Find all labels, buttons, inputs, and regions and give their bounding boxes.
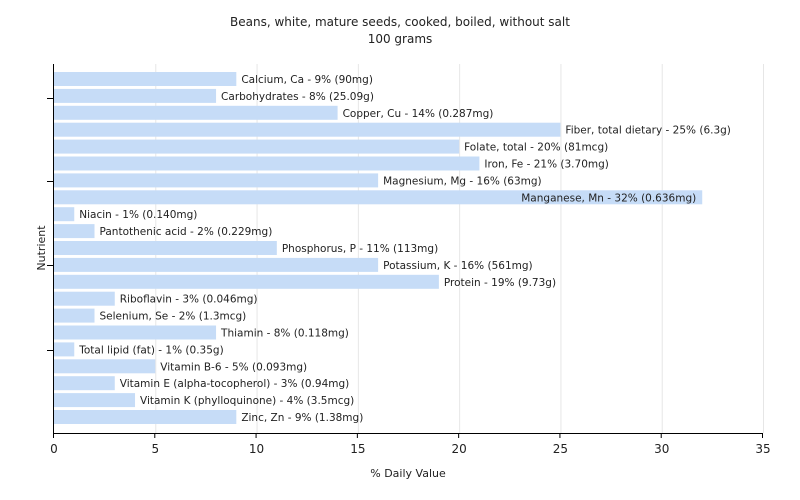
- bar-label: Vitamin K (phylloquinone) - 4% (3.5mcg): [140, 395, 354, 407]
- x-tick-label: 35: [755, 442, 770, 456]
- bar-label: Manganese, Mn - 32% (0.636mg): [521, 192, 696, 204]
- bar-label: Vitamin B-6 - 5% (0.093mg): [160, 361, 307, 373]
- bar-label: Copper, Cu - 14% (0.287mg): [343, 108, 494, 120]
- bar-label: Thiamin - 8% (0.118mg): [220, 328, 349, 340]
- chart-title: Beans, white, mature seeds, cooked, boil…: [230, 15, 570, 29]
- bar-label: Protein - 19% (9.73g): [444, 277, 556, 289]
- bar: [54, 156, 480, 171]
- bar: [54, 207, 75, 222]
- bar: [54, 342, 75, 357]
- bar: [54, 105, 338, 120]
- x-tick-label: 30: [654, 442, 669, 456]
- x-tick-label: 0: [50, 442, 58, 456]
- bar: [54, 88, 217, 103]
- bar-label: Potassium, K - 16% (561mg): [383, 260, 533, 272]
- x-tick-label: 20: [452, 442, 467, 456]
- x-axis-title: % Daily Value: [370, 467, 446, 480]
- x-tick-label: 25: [553, 442, 568, 456]
- bar: [54, 308, 95, 323]
- bar: [54, 274, 439, 289]
- bar: [54, 359, 156, 374]
- bar: [54, 173, 379, 188]
- bar: [54, 190, 703, 205]
- bar-label: Riboflavin - 3% (0.046mg): [120, 294, 258, 306]
- bar-label: Vitamin E (alpha-tocopherol) - 3% (0.94m…: [120, 378, 350, 390]
- chart-subtitle: 100 grams: [367, 32, 433, 46]
- bar: [54, 257, 379, 272]
- bar-label: Magnesium, Mg - 16% (63mg): [383, 175, 542, 187]
- bar-label: Zinc, Zn - 9% (1.38mg): [241, 412, 363, 424]
- x-tick-label: 5: [151, 442, 159, 456]
- bar-label: Calcium, Ca - 9% (90mg): [241, 74, 373, 86]
- bar-layer: Calcium, Ca - 9% (90mg) Carbohydrates - 8…: [54, 72, 731, 424]
- bar-label: Total lipid (fat) - 1% (0.35g): [78, 344, 223, 356]
- bar: [54, 325, 217, 340]
- bar: [54, 291, 115, 306]
- bar-label: Niacin - 1% (0.140mg): [79, 209, 197, 221]
- bar-label: Iron, Fe - 21% (3.70mg): [484, 159, 608, 171]
- bar: [54, 139, 460, 154]
- bar: [54, 393, 136, 408]
- bar: [54, 241, 277, 255]
- x-tick-label: 15: [350, 442, 365, 456]
- bar: [54, 72, 237, 86]
- bar: [54, 122, 561, 137]
- y-axis-title: Nutrient: [35, 225, 48, 271]
- bar-label: Folate, total - 20% (81mcg): [464, 142, 608, 154]
- bar: [54, 376, 115, 391]
- bar-label: Pantothenic acid - 2% (0.229mg): [100, 226, 273, 238]
- bar: [54, 224, 95, 239]
- axis-layer: 0 5 10 15 20 25 30 35: [47, 64, 771, 456]
- bar: [54, 410, 237, 424]
- bar-label: Phosphorus, P - 11% (113mg): [282, 243, 438, 255]
- bar-label: Carbohydrates - 8% (25.09g): [221, 91, 374, 103]
- bar-label: Selenium, Se - 2% (1.3mcg): [100, 311, 247, 323]
- bar-label: Fiber, total dietary - 25% (6.3g): [565, 125, 730, 137]
- x-tick-label: 10: [249, 442, 264, 456]
